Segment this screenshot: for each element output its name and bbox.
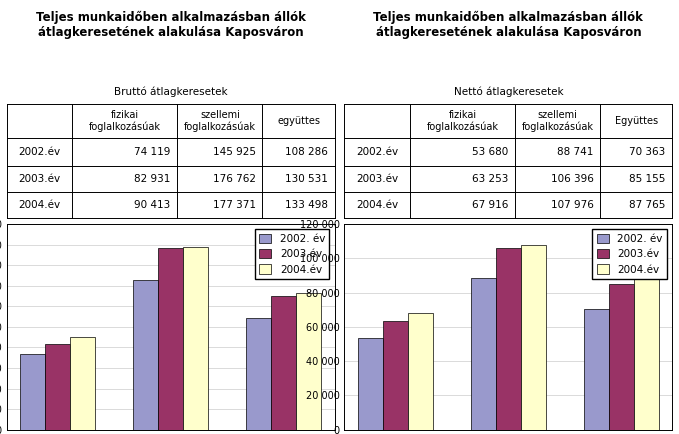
Text: 70 363: 70 363: [629, 147, 665, 157]
Text: 53 680: 53 680: [472, 147, 509, 157]
Text: 85 155: 85 155: [629, 174, 665, 184]
Text: 82 931: 82 931: [134, 174, 170, 184]
Text: Teljes munkaidőben alkalmazásban állók
átlagkeresetének alakulása Kaposváron: Teljes munkaidőben alkalmazásban állók á…: [36, 11, 306, 39]
Text: Együttes: Együttes: [614, 116, 658, 126]
Bar: [133, 280, 158, 430]
Text: 176 762: 176 762: [213, 174, 256, 184]
Bar: [496, 247, 521, 430]
Bar: [272, 296, 296, 430]
Text: fizikai
foglalkozásúak: fizikai foglalkozásúak: [426, 110, 498, 132]
Bar: [358, 338, 383, 430]
Text: 2003.év: 2003.év: [356, 174, 399, 184]
Text: együttes: együttes: [277, 116, 320, 126]
Text: Bruttó átlagkeresetek: Bruttó átlagkeresetek: [114, 86, 227, 97]
Bar: [521, 245, 546, 430]
Text: 88 741: 88 741: [557, 147, 593, 157]
Bar: [246, 319, 272, 430]
Text: szellemi
foglalkozásúak: szellemi foglalkozásúak: [184, 110, 256, 132]
Text: Teljes munkaidőben alkalmazásban állók
átlagkeresetének alakulása Kaposváron: Teljes munkaidőben alkalmazásban állók á…: [373, 11, 643, 39]
Text: 90 413: 90 413: [134, 200, 170, 210]
Text: 63 253: 63 253: [472, 174, 509, 184]
Bar: [383, 322, 407, 430]
Text: 177 371: 177 371: [213, 200, 256, 210]
Text: 2002.év: 2002.év: [18, 147, 60, 157]
Bar: [609, 284, 634, 430]
Bar: [634, 279, 659, 430]
Text: 67 916: 67 916: [472, 200, 509, 210]
Bar: [45, 345, 70, 430]
Bar: [471, 278, 496, 430]
Text: 2004.év: 2004.év: [356, 200, 399, 210]
Text: 108 286: 108 286: [285, 147, 328, 157]
Text: 106 396: 106 396: [551, 174, 593, 184]
Legend: 2002. év, 2003.év, 2004.év: 2002. év, 2003.év, 2004.év: [593, 230, 667, 279]
Text: fizikai
foglalkozásúak: fizikai foglalkozásúak: [89, 110, 161, 132]
Text: 107 976: 107 976: [551, 200, 593, 210]
Bar: [296, 293, 321, 430]
Text: 130 531: 130 531: [285, 174, 328, 184]
Text: 74 119: 74 119: [134, 147, 170, 157]
Bar: [70, 337, 95, 430]
Text: Nettó átlagkeresetek: Nettó átlagkeresetek: [454, 86, 563, 97]
Text: 2002.év: 2002.év: [356, 147, 399, 157]
Text: 87 765: 87 765: [629, 200, 665, 210]
Text: 2004.év: 2004.év: [18, 200, 60, 210]
Text: 133 498: 133 498: [285, 200, 328, 210]
Bar: [183, 247, 208, 430]
Text: 2003.év: 2003.év: [18, 174, 60, 184]
Bar: [584, 309, 609, 430]
Bar: [158, 248, 183, 430]
Legend: 2002. év, 2003.év, 2004.év: 2002. év, 2003.év, 2004.év: [255, 230, 329, 279]
Text: 145 925: 145 925: [213, 147, 256, 157]
Text: szellemi
foglalkozásúak: szellemi foglalkozásúak: [521, 110, 593, 132]
Bar: [20, 354, 45, 430]
Bar: [407, 313, 433, 430]
